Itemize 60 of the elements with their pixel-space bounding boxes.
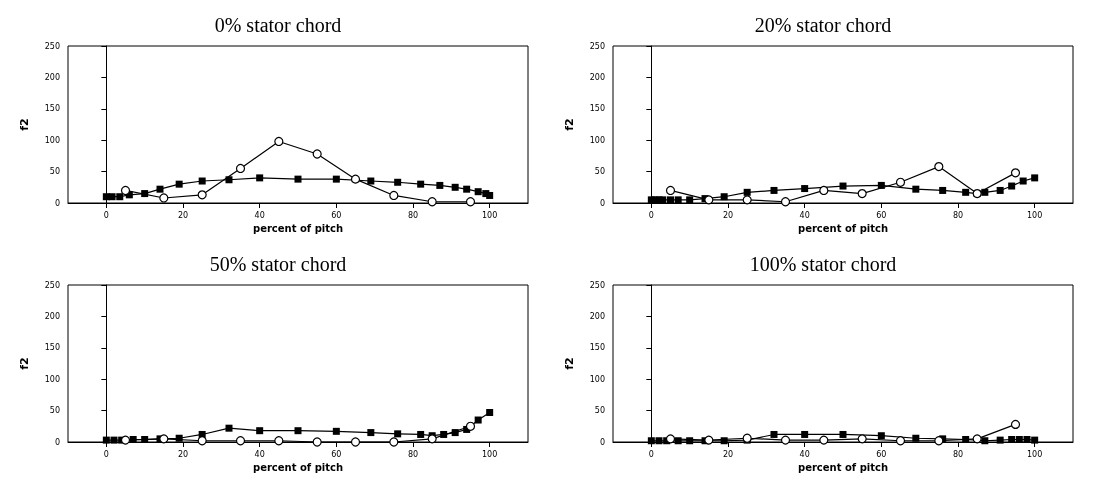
- x-tick-label: 20: [177, 449, 189, 459]
- y-tick-label: 200: [589, 72, 605, 82]
- y-tick-label: 50: [594, 406, 605, 416]
- y-tick-label: 250: [44, 41, 60, 51]
- x-axis-title: percent of pitch: [797, 223, 889, 235]
- x-tick-label: 40: [254, 210, 265, 220]
- y-tick-label: 200: [44, 311, 60, 321]
- x-tick-label: 60: [876, 449, 887, 459]
- x-tick-label: 40: [254, 449, 265, 459]
- y-tick-label: 250: [589, 280, 605, 290]
- y-tick-label: 50: [594, 167, 605, 177]
- y-tick-label: 200: [589, 311, 605, 321]
- x-tick-label: 80: [952, 449, 964, 459]
- y-tick-label: 200: [44, 72, 60, 82]
- x-tick-label: 80: [407, 449, 419, 459]
- chart-title: 20% stator chord: [754, 14, 892, 36]
- x-tick-label: 40: [799, 210, 810, 220]
- y-tick-label: 50: [49, 167, 60, 177]
- y-tick-label: 150: [44, 104, 60, 114]
- x-tick-label: 100: [482, 210, 498, 220]
- y-axis-title: f2: [563, 357, 576, 370]
- y-axis-title: f2: [563, 118, 576, 131]
- y-tick-label: 250: [589, 41, 605, 51]
- y-tick-label: 0: [599, 437, 605, 447]
- y-tick-label: 0: [54, 198, 60, 208]
- x-tick-label: 60: [876, 210, 887, 220]
- x-tick-label: 0: [648, 449, 654, 459]
- x-axis-title: percent of pitch: [252, 462, 344, 474]
- y-tick-label: 0: [599, 198, 605, 208]
- x-tick-label: 60: [331, 210, 342, 220]
- x-tick-label: 80: [952, 210, 964, 220]
- x-tick-label: 0: [103, 210, 109, 220]
- x-tick-label: 20: [722, 210, 734, 220]
- x-tick-label: 80: [407, 210, 419, 220]
- x-axis-title: percent of pitch: [797, 462, 889, 474]
- y-tick-label: 150: [589, 104, 605, 114]
- x-tick-label: 20: [177, 210, 189, 220]
- x-tick-label: 60: [331, 449, 342, 459]
- chart-title: 100% stator chord: [749, 253, 897, 275]
- y-axis-title: f2: [18, 357, 31, 370]
- y-tick-label: 250: [44, 280, 60, 290]
- y-tick-label: 0: [54, 437, 60, 447]
- x-tick-label: 20: [722, 449, 734, 459]
- y-tick-label: 150: [44, 343, 60, 353]
- x-tick-label: 0: [103, 449, 109, 459]
- chart-title: 50% stator chord: [209, 253, 347, 275]
- y-axis-title: f2: [18, 118, 31, 131]
- x-tick-label: 100: [1027, 210, 1043, 220]
- y-tick-label: 150: [589, 343, 605, 353]
- y-tick-label: 100: [44, 135, 60, 145]
- x-tick-label: 0: [648, 210, 654, 220]
- y-tick-label: 100: [44, 374, 60, 384]
- y-tick-label: 50: [49, 406, 60, 416]
- x-tick-label: 100: [482, 449, 498, 459]
- y-tick-label: 100: [589, 135, 605, 145]
- x-tick-label: 40: [799, 449, 810, 459]
- chart-title: 0% stator chord: [214, 14, 342, 36]
- x-tick-label: 100: [1027, 449, 1043, 459]
- y-tick-label: 100: [589, 374, 605, 384]
- x-axis-title: percent of pitch: [252, 223, 344, 235]
